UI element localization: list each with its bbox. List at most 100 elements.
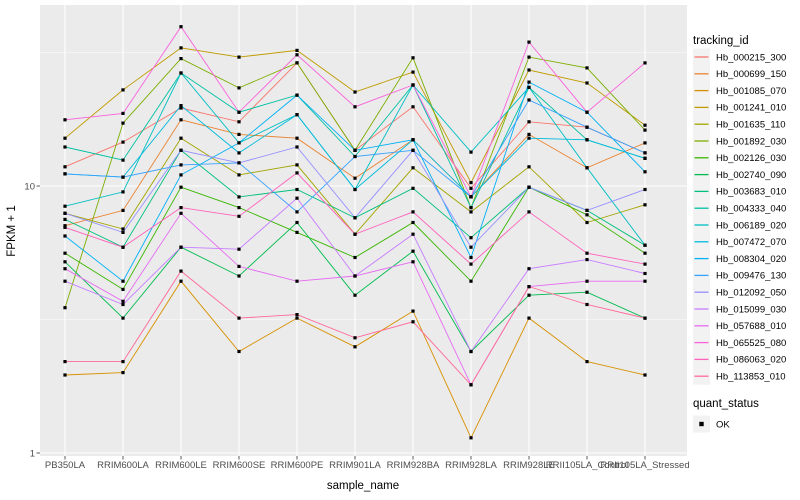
data-point — [121, 371, 125, 375]
data-point — [121, 208, 125, 212]
data-point — [469, 436, 473, 440]
data-point — [411, 166, 415, 170]
data-point — [527, 185, 531, 189]
data-point — [527, 85, 531, 89]
data-point — [527, 98, 531, 102]
legend-title-tracking-id: tracking_id — [693, 35, 749, 47]
x-tick-label: RRIM600LE — [155, 460, 207, 471]
legend-label: Hb_001085_070 — [716, 86, 786, 97]
data-point — [179, 25, 183, 29]
data-point — [585, 251, 589, 255]
x-tick-label: RRIM600LA — [97, 460, 149, 471]
data-point — [63, 118, 67, 122]
data-point — [63, 165, 67, 169]
data-point — [585, 166, 589, 170]
data-point — [353, 216, 357, 220]
legend-label: Hb_086063_020 — [716, 355, 786, 366]
legend-label: Hb_003683_010 — [716, 187, 786, 198]
data-point — [295, 53, 299, 57]
data-point — [237, 110, 241, 114]
data-point — [295, 220, 299, 225]
legend-item-Hb_113853_010: Hb_113853_010 — [693, 367, 786, 385]
legend-label: Hb_000699_150 — [716, 69, 786, 80]
legend-key-point — [699, 421, 704, 427]
data-point — [411, 249, 415, 253]
y-axis-title: FPKM + 1 — [6, 205, 18, 256]
legend-label: Hb_015099_030 — [716, 304, 786, 315]
data-point — [295, 145, 299, 149]
data-point — [585, 138, 589, 142]
data-point — [237, 247, 241, 251]
data-point — [295, 93, 299, 97]
data-point — [63, 251, 67, 255]
data-point — [585, 360, 589, 364]
x-axis-title: sample_name — [327, 480, 399, 492]
x-tick-label: RRIM928BA — [387, 460, 440, 471]
x-tick-label: RRIM600SE — [213, 460, 266, 471]
data-point — [121, 175, 125, 179]
data-point — [411, 148, 415, 152]
legend-item-Hb_000699_150: Hb_000699_150 — [693, 65, 786, 83]
data-point — [295, 113, 299, 117]
x-tick-label: RRIM928LA — [445, 460, 497, 471]
legend-item-Hb_000215_300: Hb_000215_300 — [693, 48, 786, 66]
y-tick-label: 10 — [24, 181, 35, 192]
legend-label: Hb_009476_130 — [716, 271, 786, 282]
data-point — [643, 316, 647, 320]
data-point — [411, 309, 415, 313]
data-point — [237, 274, 241, 278]
legend-title-quant-status: quant_status — [693, 398, 759, 410]
data-point — [527, 80, 531, 84]
data-point — [585, 208, 589, 212]
data-point — [527, 132, 531, 136]
data-point — [353, 345, 357, 349]
legend-item-Hb_001241_010: Hb_001241_010 — [693, 98, 786, 116]
legend-tracking-id: Hb_000215_300 Hb_000699_150 Hb_001085_070 H… — [693, 48, 786, 385]
data-point — [237, 214, 241, 218]
data-point — [121, 190, 125, 194]
legend-label: Hb_002126_030 — [716, 153, 786, 164]
data-point — [353, 255, 357, 260]
data-point — [295, 187, 299, 192]
data-point — [469, 255, 473, 260]
data-point — [411, 320, 415, 324]
data-point — [295, 210, 299, 214]
legend-item-Hb_086063_020: Hb_086063_020 — [693, 350, 786, 368]
data-point — [63, 279, 67, 283]
data-point — [469, 206, 473, 210]
data-point — [237, 151, 241, 155]
data-point — [411, 105, 415, 109]
data-point — [179, 269, 183, 273]
data-point — [121, 158, 125, 162]
data-point — [121, 121, 125, 125]
data-point — [237, 195, 241, 199]
data-point — [121, 302, 125, 307]
legend-item-Hb_002740_090: Hb_002740_090 — [693, 166, 786, 184]
data-point — [585, 279, 589, 283]
data-point — [643, 156, 647, 160]
data-point — [237, 316, 241, 320]
data-point — [469, 181, 473, 185]
legend-item-Hb_004333_040: Hb_004333_040 — [693, 199, 786, 217]
legend-item-Hb_015099_030: Hb_015099_030 — [693, 300, 786, 318]
data-point — [237, 86, 241, 90]
legend-item-Hb_008304_020: Hb_008304_020 — [693, 250, 786, 268]
data-point — [295, 196, 299, 200]
data-point — [411, 220, 415, 225]
data-point — [63, 136, 67, 140]
data-point — [585, 220, 589, 225]
data-point — [643, 279, 647, 283]
y-tick-label: 1 — [30, 448, 35, 459]
data-point — [295, 48, 299, 52]
legend-label: Hb_007472_070 — [716, 237, 786, 248]
data-point — [527, 267, 531, 271]
data-point — [527, 210, 531, 214]
x-tick-label: RRII105LA_Stressed — [600, 460, 689, 471]
data-point — [179, 279, 183, 283]
legend-item-quant-OK: OK — [693, 415, 730, 433]
data-point — [585, 258, 589, 262]
legend-item-Hb_001635_110: Hb_001635_110 — [693, 115, 786, 133]
data-point — [295, 171, 299, 175]
data-point — [63, 145, 67, 149]
